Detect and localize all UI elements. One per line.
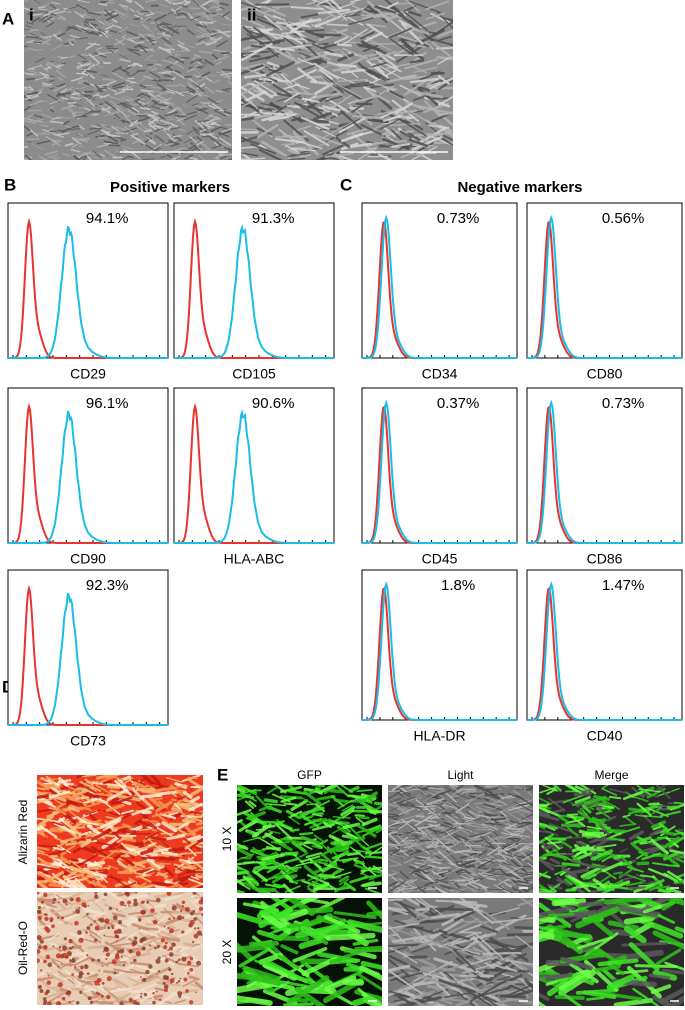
percent-label: 0.56% bbox=[602, 210, 645, 227]
marker-label: CD73 bbox=[70, 733, 106, 749]
marker-label: CD90 bbox=[70, 551, 106, 567]
percent-label: 96.1% bbox=[86, 395, 129, 412]
section-title: Positive markers bbox=[110, 179, 230, 196]
micrograph bbox=[388, 898, 533, 1006]
column-header: Light bbox=[447, 768, 474, 782]
stain-label: Oil-Red-O bbox=[16, 921, 30, 975]
marker-label: CD29 bbox=[70, 366, 106, 382]
panel-label: A bbox=[2, 9, 14, 28]
panel-label: E bbox=[217, 765, 228, 784]
histogram-curve bbox=[174, 409, 334, 544]
micrograph bbox=[237, 785, 382, 893]
subpanel-label: ii bbox=[247, 5, 256, 24]
marker-label: HLA-DR bbox=[413, 728, 465, 744]
micrograph bbox=[388, 785, 533, 893]
percent-label: 1.8% bbox=[441, 577, 475, 594]
marker-label: HLA-ABC bbox=[224, 551, 285, 567]
row-header: 20 X bbox=[220, 940, 234, 965]
histogram-curve bbox=[362, 581, 517, 721]
column-header: GFP bbox=[297, 768, 322, 782]
histogram-curve bbox=[527, 581, 682, 721]
subpanel-label: i bbox=[29, 5, 34, 24]
marker-label: CD80 bbox=[587, 366, 623, 382]
percent-label: 94.1% bbox=[86, 210, 129, 227]
section-title: Negative markers bbox=[457, 179, 582, 196]
micrograph bbox=[37, 775, 203, 888]
percent-label: 91.3% bbox=[252, 210, 295, 227]
histogram-curve bbox=[174, 224, 334, 359]
histogram-curve bbox=[527, 399, 682, 544]
percent-label: 92.3% bbox=[86, 577, 129, 594]
histogram-curve bbox=[8, 225, 168, 359]
row-header: 10 X bbox=[220, 827, 234, 852]
percent-label: 0.73% bbox=[437, 210, 480, 227]
micrograph bbox=[237, 898, 382, 1006]
marker-label: CD34 bbox=[422, 366, 458, 382]
histogram-curve bbox=[362, 399, 517, 544]
histogram-curve bbox=[527, 214, 682, 359]
column-header: Merge bbox=[594, 768, 628, 782]
panel-label: B bbox=[4, 175, 16, 194]
micrograph bbox=[24, 0, 232, 160]
percent-label: 90.6% bbox=[252, 395, 295, 412]
histogram-curve bbox=[362, 214, 517, 359]
stain-label: Alizarin Red bbox=[16, 800, 30, 865]
marker-label: CD40 bbox=[587, 728, 623, 744]
histogram-curve bbox=[8, 592, 168, 726]
micrograph bbox=[539, 785, 684, 893]
histogram-curve bbox=[8, 410, 168, 544]
micrograph bbox=[539, 898, 684, 1006]
marker-label: CD105 bbox=[232, 366, 276, 382]
percent-label: 0.73% bbox=[602, 395, 645, 412]
marker-label: CD86 bbox=[587, 551, 623, 567]
panel-label: C bbox=[340, 175, 352, 194]
marker-label: CD45 bbox=[422, 551, 458, 567]
percent-label: 0.37% bbox=[437, 395, 480, 412]
micrograph bbox=[241, 0, 453, 160]
micrograph bbox=[37, 892, 203, 1005]
percent-label: 1.47% bbox=[602, 577, 645, 594]
